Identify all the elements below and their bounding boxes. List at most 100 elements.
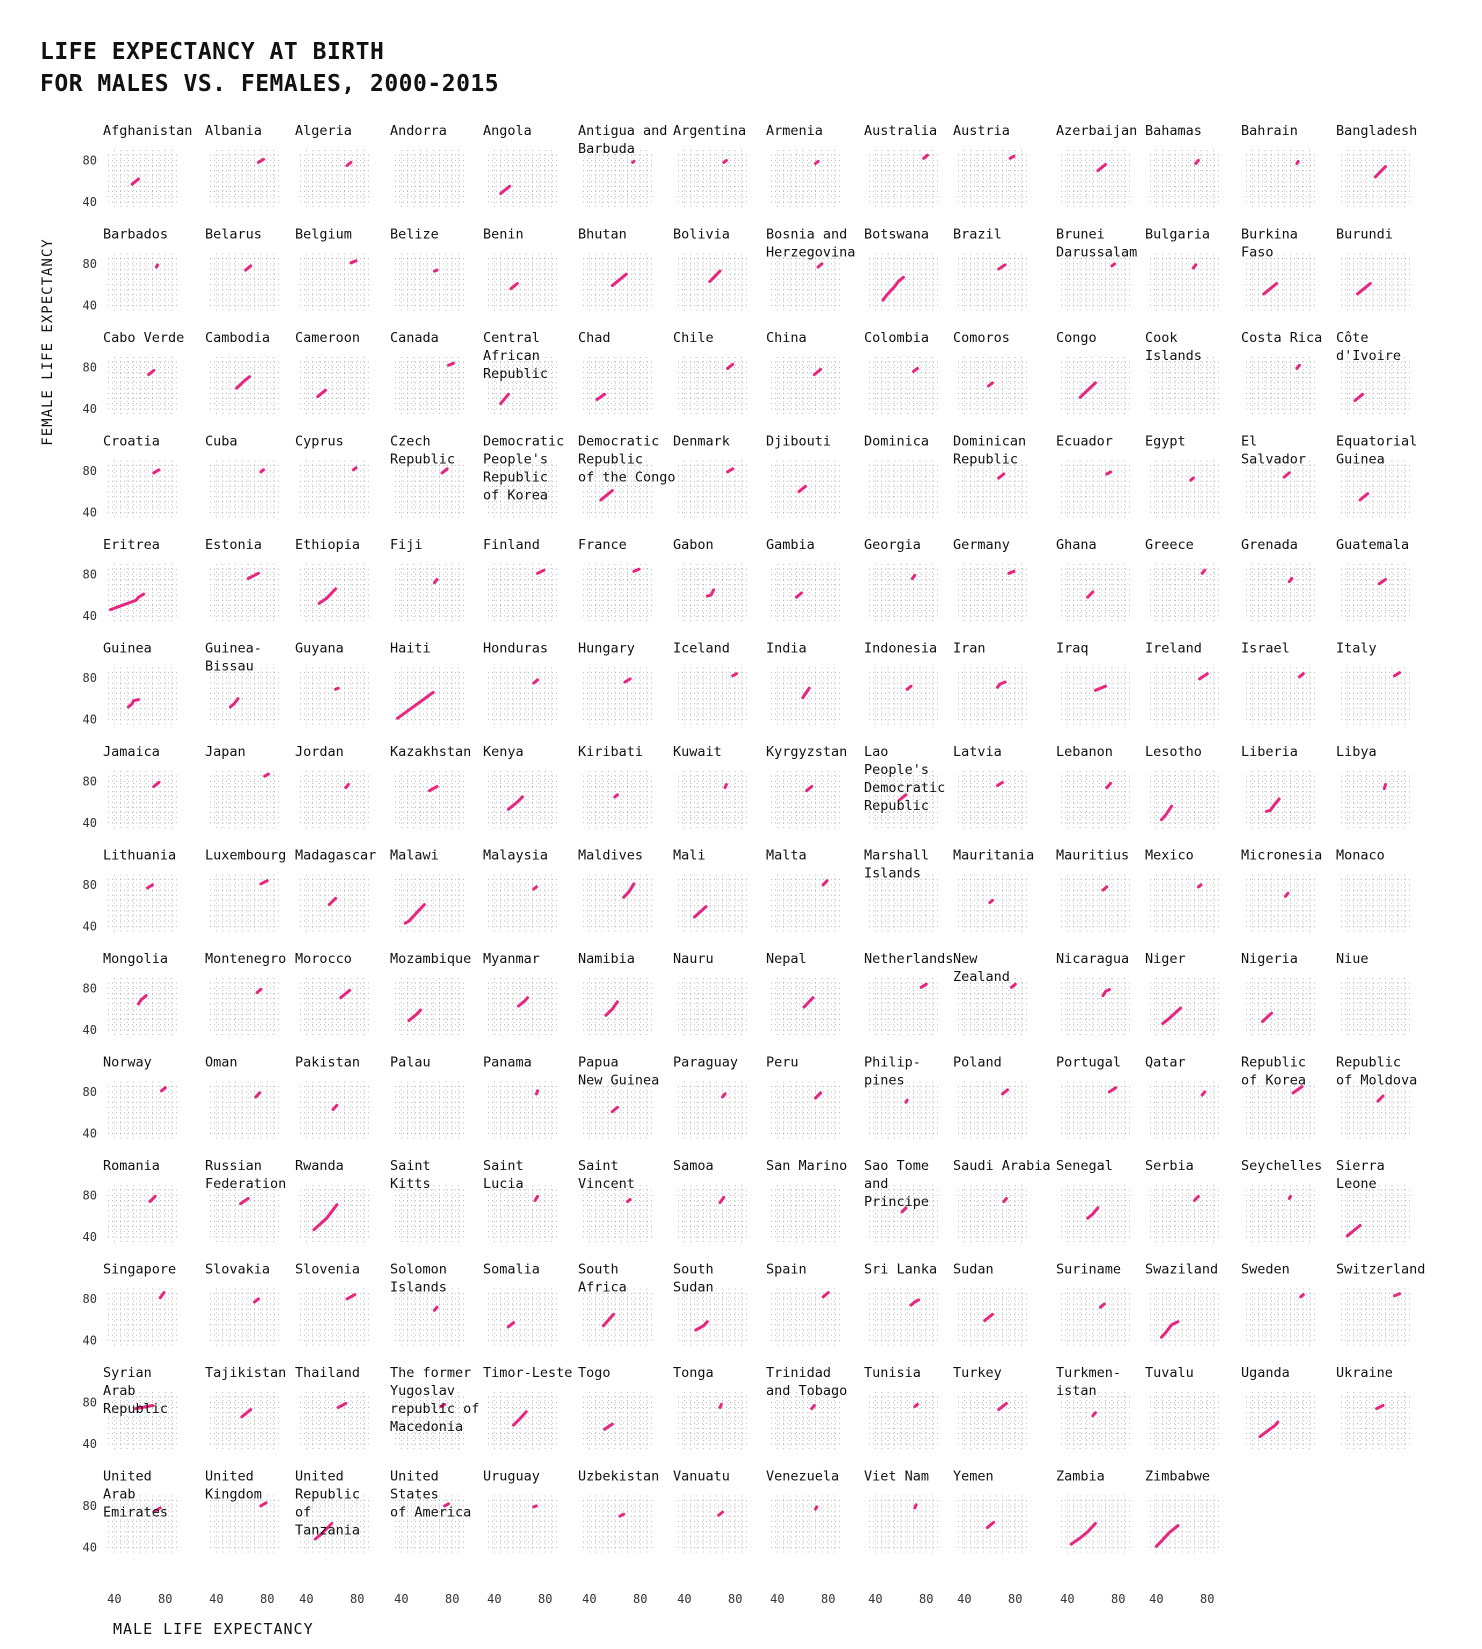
x-tick-label: 40 [677,1592,691,1606]
country-label: Saudi Arabia [953,1158,1051,1174]
x-tick-label: 80 [350,1592,364,1606]
country-label-line: of the Congo [578,470,676,486]
series-line [1295,363,1301,370]
series-line [726,467,735,474]
series-line [126,698,140,709]
country-label-line: Emirates [103,1505,168,1521]
country-label: Bulgaria [1145,227,1210,243]
country-label: Czech Republic [390,434,455,468]
country-label: Malta [766,848,807,864]
country-label-line: Sri Lanka [864,1262,937,1278]
country-label-line: Madagascar [295,848,376,864]
country-panel: Spain [766,1262,841,1346]
country-panel: Norway 40 80 [83,1055,178,1140]
series-line [1262,282,1278,296]
country-label-line: African [483,348,540,364]
country-label: Norway [103,1055,152,1071]
country-label-line: Fiji [390,537,423,553]
series-line [985,1520,996,1530]
country-label-line: Sierra [1336,1158,1385,1174]
country-panel: Luxembourg [205,848,286,932]
x-tick-label: 40 [868,1592,882,1606]
series-line [821,879,829,887]
series-line [509,282,519,291]
country-panel: Marshall Islands [864,848,939,932]
country-label: Trinidad and Tobago [766,1365,847,1399]
x-tick-label: 80 [919,1592,933,1606]
country-label-line: Ireland [1145,641,1202,657]
country-label-line: Pakistan [295,1055,360,1071]
series-line [1086,590,1095,599]
x-tick-label: 80 [633,1592,647,1606]
country-label-line: Saint [578,1158,619,1174]
country-label: Bosnia and Herzegovina [766,227,855,261]
country-label-line: United [205,1469,254,1485]
series-line [255,987,263,994]
country-label: Panama [483,1055,532,1071]
series-line [802,996,815,1009]
country-panel: Mongolia 40 80 [83,951,178,1037]
series-line [313,1522,334,1541]
country-label: Canada [390,330,439,346]
series-line [259,468,265,474]
country-label: Denmark [673,434,730,450]
country-panel: Ireland [1145,641,1220,725]
series-line [228,697,240,709]
country-label-line: Serbia [1145,1158,1194,1174]
country-panel: Burundi [1336,227,1411,311]
country-label: Colombia [864,330,929,346]
country-label-line: Africa [578,1280,627,1296]
country-panel: South Sudan [673,1262,748,1346]
country-label-line: Equatorial [1336,434,1417,450]
country-label: Algeria [295,123,352,139]
country-panel: Saudi Arabia [953,1158,1051,1242]
series-line [403,903,426,925]
series-line [722,158,728,164]
country-label: Marshall Islands [864,848,929,882]
series-line [1008,154,1016,160]
country-label-line: Islands [1145,348,1202,364]
country-panel: Andorra [390,123,465,207]
country-panel: Venezuela [766,1469,841,1553]
y-tick-label: 40 [83,712,97,726]
series-line [499,392,510,406]
country-label-line: Uruguay [483,1469,540,1485]
country-label: United Kingdom [205,1469,262,1503]
country-panel: Bulgaria [1145,227,1220,311]
country-panel: Vanuatu [673,1469,748,1553]
country-label-line: Guinea [1336,452,1385,468]
country-panel: Mali [673,848,748,932]
country-label-line: Niue [1336,951,1369,967]
series-line [726,362,735,370]
series-line [1295,159,1300,165]
series-line [801,686,811,700]
country-label-line: Timor-Leste [483,1365,572,1381]
country-label-line: Zimbabwe [1145,1469,1210,1485]
country-label-line: Israel [1241,641,1290,657]
country-label: Turkey [953,1365,1002,1381]
series-line [1107,1086,1118,1094]
country-panel: Turkmen-istan [1056,1365,1131,1449]
series-line [705,588,716,598]
country-label: Sweden [1241,1262,1290,1278]
country-panel: Micronesia [1241,848,1322,932]
country-label: Micronesia [1241,848,1322,864]
country-label-line: Libya [1336,744,1377,760]
country-label-line: South [673,1262,714,1278]
country-panel: Burkina Faso [1241,227,1316,311]
series-line [997,472,1006,480]
series-line [913,1503,918,1510]
country-panel: The former Yugoslav republic of Macedonia [390,1365,479,1449]
country-label-line: United [295,1469,344,1485]
country-label-line: d'Ivoire [1336,348,1401,364]
country-label: Benin [483,227,524,243]
series-line [1198,672,1209,681]
country-panel: Israel [1241,641,1316,725]
country-label-line: Tajikistan [205,1365,286,1381]
country-panel: Sudan [953,1262,1028,1346]
country-label-line: Republic [1241,1055,1306,1071]
country-label: Barbados [103,227,168,243]
country-label: Belarus [205,227,262,243]
country-label: Fiji [390,537,423,553]
country-panel: Lesotho [1145,744,1220,828]
